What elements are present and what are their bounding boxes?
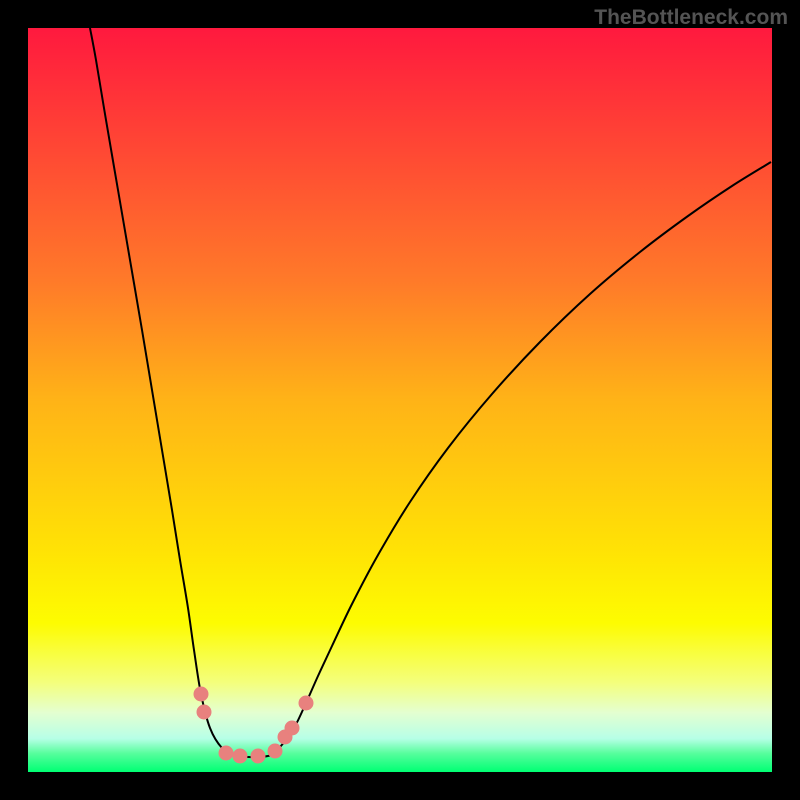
data-marker [219,746,233,760]
data-marker [251,749,265,763]
data-marker [194,687,208,701]
data-marker [197,705,211,719]
data-marker [233,749,247,763]
data-marker [268,744,282,758]
chart-svg [0,0,800,800]
data-marker [299,696,313,710]
data-marker [285,721,299,735]
watermark-text: TheBottleneck.com [594,6,788,30]
chart-container: TheBottleneck.com [0,0,800,800]
plot-background [28,28,772,772]
